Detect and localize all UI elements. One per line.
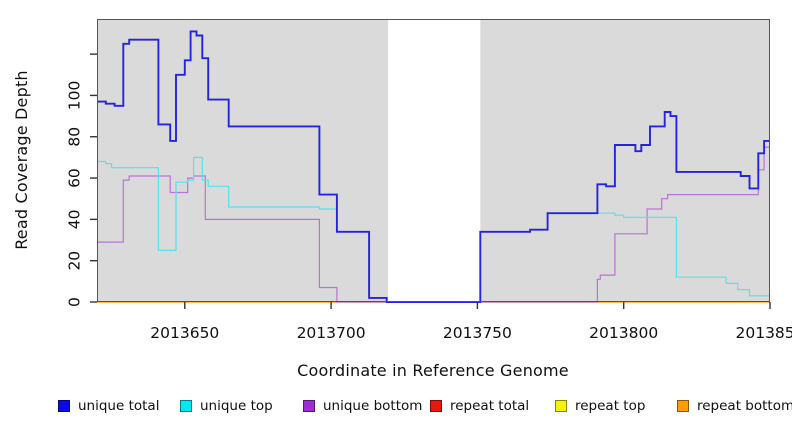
masked-region <box>388 19 481 302</box>
legend-swatch-unique-top <box>180 399 192 412</box>
legend-item-unique-bottom: unique bottom <box>303 397 423 414</box>
plot-border <box>97 19 770 302</box>
y-axis-tick-label: 40 <box>66 210 84 230</box>
legend-swatch-repeat-top <box>555 399 567 412</box>
legend-item-unique-total: unique total <box>58 397 160 414</box>
legend-label-repeat-bottom: repeat bottom <box>697 397 792 414</box>
legend-item-repeat-total: repeat total <box>430 397 530 414</box>
legend-label-repeat-total: repeat total <box>450 397 530 414</box>
x-axis-tick-label: 2013750 <box>443 324 512 342</box>
legend-swatch-repeat-bottom <box>677 399 689 412</box>
y-axis-tick-label: 80 <box>66 127 84 147</box>
x-axis-tick-label: 2013800 <box>589 324 658 342</box>
y-axis-tick-label: 60 <box>66 168 84 188</box>
legend-item-repeat-bottom: repeat bottom <box>677 397 792 414</box>
y-axis-tick-label: 0 <box>66 297 84 307</box>
legend-swatch-repeat-total <box>430 399 442 412</box>
legend-item-unique-top: unique top <box>180 397 273 414</box>
legend-label-unique-total: unique total <box>78 397 160 414</box>
x-axis-title: Coordinate in Reference Genome <box>297 361 569 380</box>
legend-label-unique-bottom: unique bottom <box>323 397 423 414</box>
legend-label-repeat-top: repeat top <box>575 397 646 414</box>
series-line-unique-total <box>97 30 770 303</box>
legend-label-unique-top: unique top <box>200 397 273 414</box>
y-axis-tick-label: 20 <box>66 251 84 271</box>
legend-swatch-unique-bottom <box>303 399 315 412</box>
legend-swatch-unique-total <box>58 399 70 412</box>
x-axis-tick-label: 2013650 <box>150 324 219 342</box>
legend-item-repeat-top: repeat top <box>555 397 646 414</box>
x-axis-tick-label: 2013700 <box>297 324 366 342</box>
y-axis-tick-label: 100 <box>66 81 84 111</box>
y-axis-title: Read Coverage Depth <box>12 70 31 250</box>
